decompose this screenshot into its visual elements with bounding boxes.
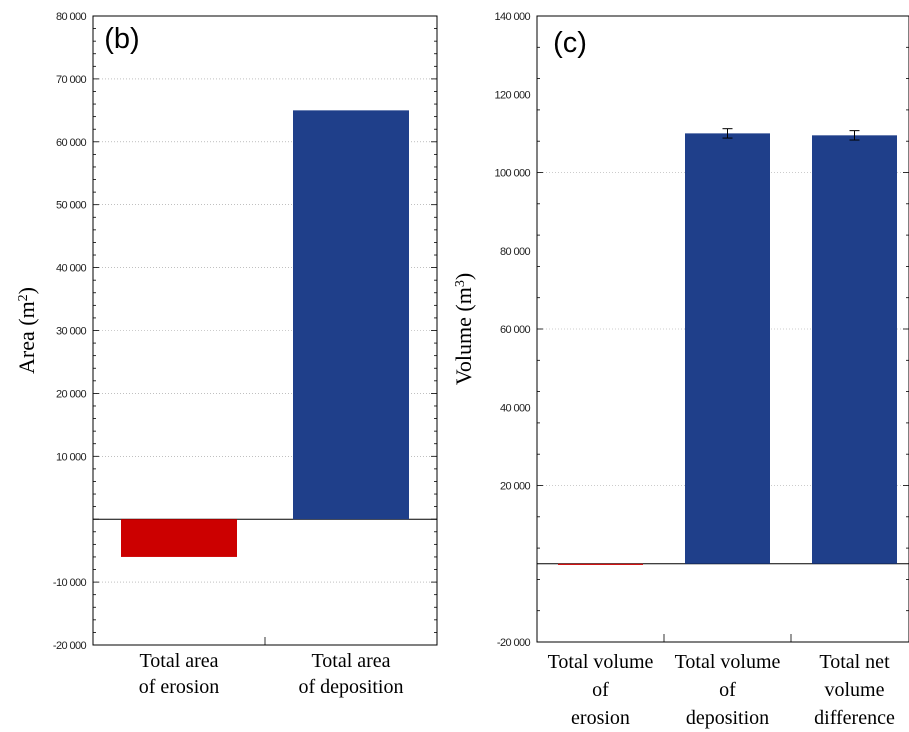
y-tick-label: 140 000 [494, 11, 530, 23]
y-tick-label: 100 000 [494, 168, 530, 180]
y-tick-label: -20 000 [53, 640, 87, 652]
y-tick-label: 20 000 [500, 481, 531, 493]
x-tick-label: deposition [686, 707, 769, 729]
panel-label: (b) [104, 23, 139, 55]
panel-b-area-chart: -20 000 -10 000 10 000 20 000 30 000 40 000 50… [14, 11, 438, 698]
x-tick-label: of erosion [139, 676, 220, 698]
x-tick-label: Total area [139, 650, 218, 672]
y-tick-label: 50 000 [56, 200, 87, 212]
bar [121, 519, 237, 557]
bar [558, 563, 643, 565]
x-tick-label: of [719, 679, 736, 701]
y-tick-label: 30 000 [56, 326, 87, 338]
x-tick-label: volume [825, 679, 885, 701]
y-tick-label: 120 000 [494, 89, 530, 101]
panel-label: (c) [553, 27, 587, 59]
x-tick-label: difference [814, 707, 895, 729]
x-tick-label: Total net [819, 651, 890, 673]
panel-c-volume-chart: -20 000 20 000 40 000 60 000 80 000 100 000 12… [451, 11, 909, 729]
y-tick-label: -20 000 [497, 637, 531, 649]
y-axis-title: Volume (m3) [451, 273, 476, 385]
bar [293, 110, 409, 520]
y-tick-label: 80 000 [56, 11, 87, 23]
y-tick-label: 60 000 [56, 137, 87, 149]
x-tick-label: of deposition [299, 676, 404, 698]
y-axis-title: Area (m2) [14, 287, 39, 374]
x-tick-label: of [592, 679, 609, 701]
y-tick-label: 60 000 [500, 324, 531, 336]
y-tick-label: 40 000 [56, 263, 87, 275]
y-tick-label: 70 000 [56, 74, 87, 86]
y-tick-label: -10 000 [53, 577, 87, 589]
bar [685, 133, 770, 564]
y-tick-label: 80 000 [500, 246, 531, 258]
bar [812, 135, 897, 564]
x-tick-label: Total volume [675, 651, 781, 673]
x-tick-label: Total volume [548, 651, 654, 673]
x-tick-label: Total area [311, 650, 390, 672]
y-tick-label: 10 000 [56, 451, 87, 463]
y-tick-label: 20 000 [56, 388, 87, 400]
x-tick-label: erosion [571, 707, 630, 729]
y-tick-label: 40 000 [500, 402, 531, 414]
